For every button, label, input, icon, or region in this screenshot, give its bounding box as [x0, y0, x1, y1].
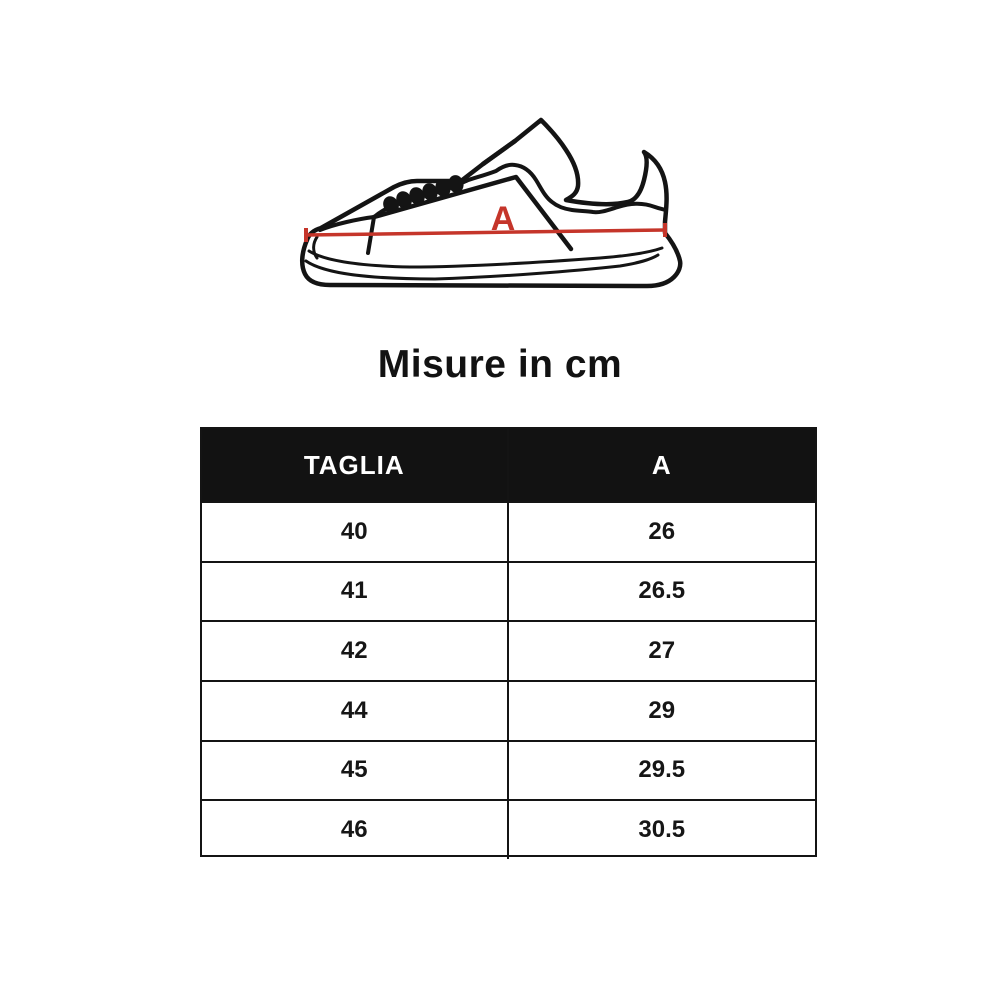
svg-text:A: A	[491, 200, 516, 238]
